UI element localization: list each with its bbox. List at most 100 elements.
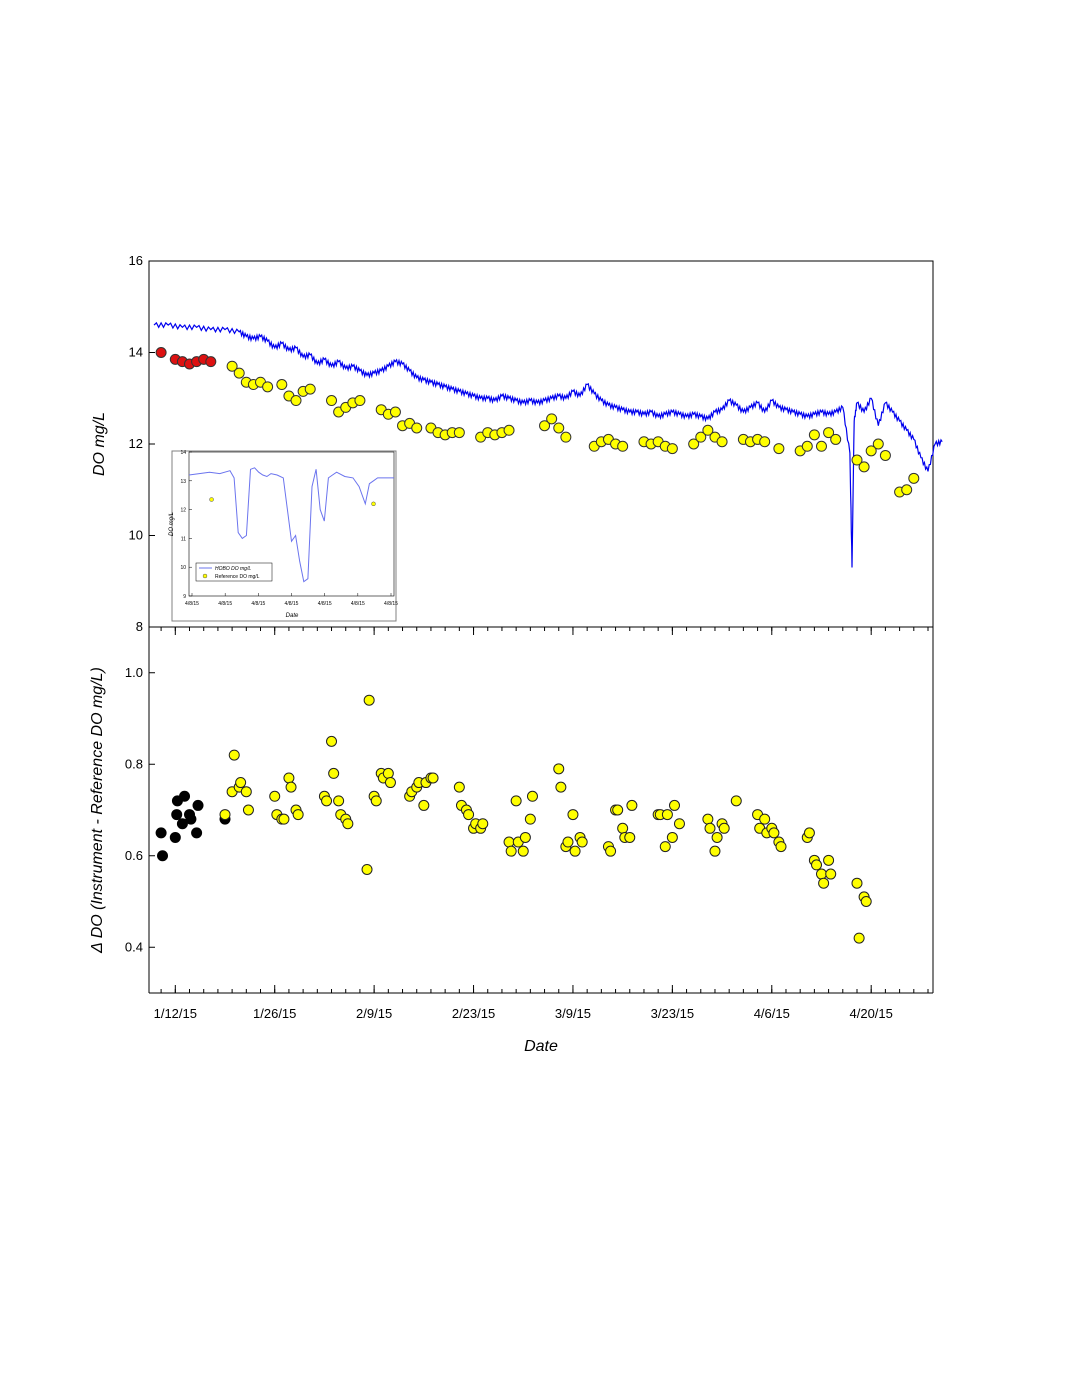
yellow-delta-point: [228, 749, 240, 761]
yellow-delta-point: [818, 877, 830, 889]
black-delta-point: [176, 818, 188, 830]
yellow-reference-point: [304, 383, 316, 395]
yellow-delta-point: [711, 831, 723, 843]
top-points-layer: [155, 347, 920, 498]
yellow-delta-point: [759, 813, 771, 825]
yellow-delta-point: [851, 877, 863, 889]
yellow-delta-point: [555, 781, 567, 793]
yellow-reference-point: [716, 436, 728, 448]
yellow-delta-point: [704, 822, 716, 834]
inset-x-tick-label: 4/8/15: [251, 601, 265, 607]
yellow-reference-point: [908, 472, 920, 484]
bottom-y-axis: 0.4 0.6 0.8 1.0: [125, 665, 155, 954]
yellow-reference-point: [851, 454, 863, 466]
yellow-delta-point: [673, 818, 685, 830]
yellow-delta-point: [815, 868, 827, 880]
yellow-delta-point: [283, 772, 295, 784]
yellow-delta-point: [382, 767, 394, 779]
yellow-delta-point: [278, 813, 290, 825]
inset-x-tick-label: 4/8/15: [318, 601, 332, 607]
inset-y-tick-label: 12: [180, 508, 186, 514]
yellow-delta-point: [803, 827, 815, 839]
yellow-delta-point: [517, 845, 529, 857]
yellow-reference-point: [773, 443, 785, 455]
yellow-delta-point: [333, 795, 345, 807]
inset-y-tick-label: 11: [181, 536, 186, 542]
yellow-delta-point: [659, 841, 671, 853]
inset-y-tick-label: 14: [180, 450, 186, 456]
yellow-delta-point: [477, 818, 489, 830]
yellow-delta-point: [524, 813, 536, 825]
yellow-delta-point: [576, 836, 588, 848]
yellow-reference-point: [553, 422, 565, 434]
inset-points-layer: [209, 497, 376, 507]
inset-x-tick-label: 4/8/15: [351, 601, 365, 607]
black-delta-point: [185, 813, 197, 825]
yellow-delta-point: [825, 868, 837, 880]
yellow-reference-point: [808, 429, 820, 441]
yellow-reference-point: [865, 445, 877, 457]
inset-x-tick-label: 4/8/15: [285, 601, 299, 607]
bottom-y-tick-label: 0.6: [125, 848, 143, 863]
yellow-delta-point: [321, 795, 333, 807]
yellow-reference-point: [233, 367, 245, 379]
red-reference-point: [155, 347, 167, 358]
yellow-delta-point: [235, 777, 247, 789]
yellow-delta-point: [702, 813, 714, 825]
yellow-delta-point: [285, 781, 297, 793]
top-y-tick-label: 8: [136, 619, 143, 634]
yellow-delta-point: [617, 822, 629, 834]
yellow-delta-point: [370, 795, 382, 807]
yellow-delta-point: [624, 831, 636, 843]
yellow-reference-point: [354, 395, 366, 407]
x-tick-label: 4/20/15: [850, 1006, 893, 1021]
yellow-delta-point: [418, 799, 430, 811]
bottom-y-tick-label: 0.8: [125, 756, 143, 771]
x-tick-label: 1/26/15: [253, 1006, 296, 1021]
yellow-reference-point: [858, 461, 870, 473]
yellow-delta-point: [219, 809, 231, 821]
top-y-tick-label: 12: [129, 436, 143, 451]
yellow-reference-point: [695, 431, 707, 443]
yellow-delta-point: [363, 694, 375, 706]
inset-background: [171, 450, 397, 622]
yellow-delta-point: [730, 795, 742, 807]
yellow-delta-point: [553, 763, 565, 775]
yellow-reference-point: [879, 449, 891, 461]
yellow-reference-point: [830, 433, 842, 445]
top-y-tick-label: 10: [129, 528, 143, 543]
yellow-delta-point: [242, 804, 254, 816]
red-reference-point: [205, 356, 217, 368]
inset-y-tick-label: 10: [180, 565, 186, 571]
bottom-y-axis-label: Δ DO (Instrument - Reference DO mg/L): [89, 667, 106, 954]
yellow-reference-point: [560, 431, 572, 443]
yellow-delta-point: [427, 772, 439, 784]
yellow-delta-point: [505, 845, 517, 857]
yellow-delta-point: [612, 804, 624, 816]
yellow-delta-point: [823, 854, 835, 866]
yellow-delta-point: [811, 859, 823, 871]
inset-x-tick-label: 4/8/15: [384, 601, 398, 607]
top-y-tick-label: 14: [129, 345, 143, 360]
inset-legend-label-hobo: HOBO DO mg/L: [215, 566, 251, 572]
x-tick-label: 2/9/15: [356, 1006, 392, 1021]
yellow-reference-point: [901, 484, 913, 496]
yellow-delta-point: [775, 841, 787, 853]
yellow-reference-point: [389, 406, 401, 418]
yellow-delta-point: [626, 799, 638, 811]
yellow-delta-point: [569, 845, 581, 857]
inset-x-tick-label: 4/8/15: [185, 601, 199, 607]
yellow-delta-point: [326, 735, 338, 747]
yellow-delta-point: [768, 827, 780, 839]
yellow-delta-point: [240, 786, 252, 798]
black-delta-point: [171, 809, 183, 821]
yellow-delta-point: [342, 818, 354, 830]
top-y-axis-label: DO mg/L: [91, 412, 108, 476]
yellow-reference-point: [276, 379, 288, 391]
yellow-delta-point: [361, 863, 373, 875]
yellow-delta-point: [853, 932, 865, 944]
black-delta-point: [179, 790, 191, 802]
bottom-panel: 0.4 0.6 0.8 1.0 1/12/15 1/26/15 2/9/15 2/23/15…: [89, 627, 934, 1055]
